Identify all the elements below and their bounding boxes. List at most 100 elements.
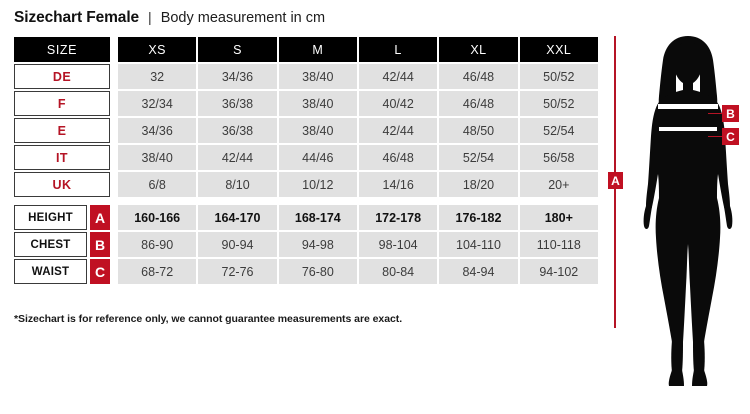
cell-waist-l: 80-84 (358, 259, 438, 284)
cell-e-l: 42/44 (358, 118, 438, 143)
table-row: CHEST B 86-90 90-94 94-98 98-104 104-110… (14, 232, 598, 257)
chest-marker: B (708, 105, 739, 122)
cell-f-xl: 46/48 (439, 91, 518, 116)
column-spacer (110, 232, 118, 257)
row-values-uk: 6/8 8/10 10/12 14/16 18/20 20+ (118, 172, 598, 197)
chest-leader-line (708, 112, 722, 115)
waist-leader-line (708, 135, 722, 138)
row-label-it: IT (14, 145, 110, 170)
waist-marker: C (708, 128, 739, 145)
cell-height-xl: 176-182 (439, 205, 518, 230)
cell-height-xxl: 180+ (519, 205, 598, 230)
cell-height-m: 168-174 (278, 205, 357, 230)
cell-f-l: 40/42 (358, 91, 438, 116)
disclaimer-text: *Sizechart is for reference only, we can… (14, 313, 403, 325)
figure-badge-a: A (608, 172, 623, 189)
chest-measure-band (658, 104, 718, 109)
cell-chest-m: 94-98 (278, 232, 357, 257)
row-values-e: 34/36 36/38 38/40 42/44 48/50 52/54 (118, 118, 598, 143)
cell-uk-l: 14/16 (358, 172, 438, 197)
figure-badge-c: C (722, 128, 739, 145)
column-spacer (110, 172, 118, 197)
column-spacer (110, 259, 118, 284)
column-header-xs: XS (118, 37, 197, 62)
row-values-de: 32 34/36 38/40 42/44 46/48 50/52 (118, 64, 598, 89)
cell-f-m: 38/40 (278, 91, 357, 116)
header-size-label: SIZE (14, 37, 110, 62)
cell-chest-xxl: 110-118 (519, 232, 598, 257)
column-header-xl: XL (439, 37, 518, 62)
row-values-f: 32/34 36/38 38/40 40/42 46/48 50/52 (118, 91, 598, 116)
measurement-name-chest: CHEST (14, 232, 87, 257)
cell-e-xl: 48/50 (439, 118, 518, 143)
header-columns: XS S M L XL XXL (118, 37, 598, 62)
cell-uk-xs: 6/8 (118, 172, 197, 197)
table-row: UK 6/8 8/10 10/12 14/16 18/20 20+ (14, 172, 598, 197)
cell-de-s: 34/36 (198, 64, 277, 89)
cell-waist-s: 72-76 (198, 259, 277, 284)
column-spacer (110, 145, 118, 170)
row-values-waist: 68-72 72-76 76-80 80-84 84-94 94-102 (118, 259, 598, 284)
waist-measure-band (659, 127, 717, 131)
cell-de-xs: 32 (118, 64, 197, 89)
cell-f-xs: 32/34 (118, 91, 197, 116)
column-spacer (110, 205, 118, 230)
body-figure-panel: A B C (600, 30, 750, 390)
cell-e-xs: 34/36 (118, 118, 197, 143)
cell-uk-xl: 18/20 (439, 172, 518, 197)
row-values-it: 38/40 42/44 44/46 46/48 52/54 56/58 (118, 145, 598, 170)
page-title: Sizechart Female | Body measurement in c… (14, 9, 325, 27)
cell-it-xl: 52/54 (439, 145, 518, 170)
column-spacer (110, 37, 118, 62)
measurement-name-height: HEIGHT (14, 205, 87, 230)
cell-height-s: 164-170 (198, 205, 277, 230)
row-values-height: 160-166 164-170 168-174 172-178 176-182 … (118, 205, 598, 230)
row-label-f: F (14, 91, 110, 116)
row-values-chest: 86-90 90-94 94-98 98-104 104-110 110-118 (118, 232, 598, 257)
table-row: HEIGHT A 160-166 164-170 168-174 172-178… (14, 205, 598, 230)
table-row: E 34/36 36/38 38/40 42/44 48/50 52/54 (14, 118, 598, 143)
table-row: WAIST C 68-72 72-76 76-80 80-84 84-94 94… (14, 259, 598, 284)
column-header-l: L (358, 37, 438, 62)
cell-de-m: 38/40 (278, 64, 357, 89)
cell-de-xl: 46/48 (439, 64, 518, 89)
female-body-silhouette-icon (643, 36, 733, 386)
title-separator: | (148, 9, 152, 25)
cell-uk-s: 8/10 (198, 172, 277, 197)
cell-chest-xl: 104-110 (439, 232, 518, 257)
cell-waist-xs: 68-72 (118, 259, 197, 284)
cell-waist-xxl: 94-102 (519, 259, 598, 284)
row-label-height: HEIGHT A (14, 205, 110, 230)
cell-uk-m: 10/12 (278, 172, 357, 197)
cell-it-xxl: 56/58 (519, 145, 598, 170)
cell-it-l: 46/48 (358, 145, 438, 170)
cell-height-l: 172-178 (358, 205, 438, 230)
column-header-m: M (278, 37, 357, 62)
column-spacer (110, 64, 118, 89)
cell-f-xxl: 50/52 (519, 91, 598, 116)
table-row: IT 38/40 42/44 44/46 46/48 52/54 56/58 (14, 145, 598, 170)
cell-it-s: 42/44 (198, 145, 277, 170)
column-header-s: S (198, 37, 277, 62)
title-subtitle: Body measurement in cm (160, 10, 326, 26)
cell-e-xxl: 52/54 (519, 118, 598, 143)
column-spacer (110, 91, 118, 116)
table-header-row: SIZE XS S M L XL XXL (14, 37, 598, 62)
cell-e-m: 38/40 (278, 118, 357, 143)
row-label-de: DE (14, 64, 110, 89)
cell-it-m: 44/46 (278, 145, 357, 170)
cell-chest-l: 98-104 (358, 232, 438, 257)
row-label-uk: UK (14, 172, 110, 197)
cell-f-s: 36/38 (198, 91, 277, 116)
row-label-chest: CHEST B (14, 232, 110, 257)
cell-de-l: 42/44 (358, 64, 438, 89)
cell-it-xs: 38/40 (118, 145, 197, 170)
table-row: F 32/34 36/38 38/40 40/42 46/48 50/52 (14, 91, 598, 116)
table-row: DE 32 34/36 38/40 42/44 46/48 50/52 (14, 64, 598, 89)
figure-badge-b: B (722, 105, 739, 122)
measurement-name-waist: WAIST (14, 259, 87, 284)
measurement-badge-a: A (90, 205, 110, 230)
measurement-badge-c: C (90, 259, 110, 284)
row-label-e: E (14, 118, 110, 143)
cell-de-xxl: 50/52 (519, 64, 598, 89)
